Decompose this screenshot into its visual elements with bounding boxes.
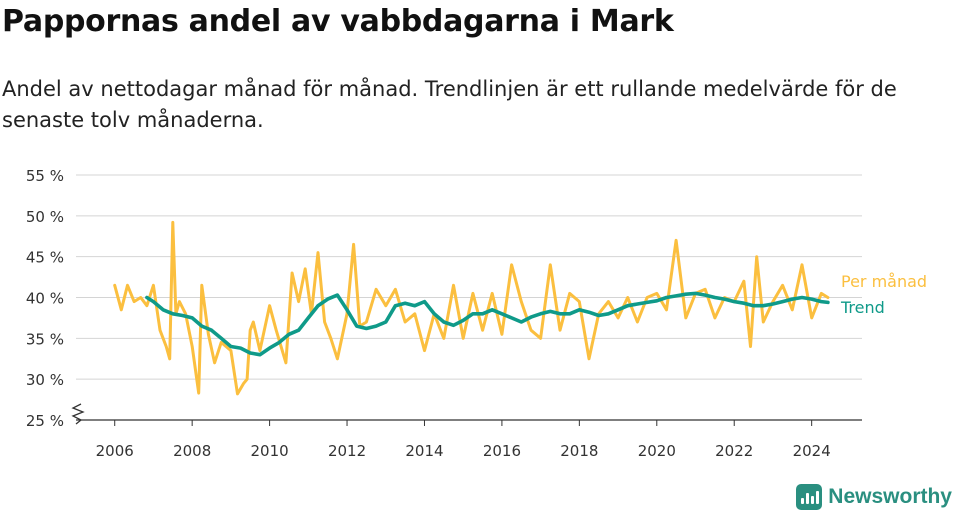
x-tick-label: 2020	[638, 442, 676, 460]
y-tick-label: 55 %	[26, 167, 64, 185]
brand-name: Newsworthy	[828, 485, 952, 508]
x-tick-label: 2018	[560, 442, 598, 460]
x-tick-label: 2014	[405, 442, 443, 460]
y-tick-label: 40 %	[26, 290, 64, 308]
y-tick-label: 50 %	[26, 208, 64, 226]
y-tick-label: 45 %	[26, 249, 64, 267]
y-axis-ticks: 25 % 30 % 35 % 40 % 45 % 50 % 55 %	[26, 167, 64, 430]
x-tick-label: 2008	[173, 442, 211, 460]
x-tick-label: 2016	[483, 442, 521, 460]
x-axis: 2006 2008 2010 2012 2014 2016 2018 2020 2022 2024	[71, 403, 862, 460]
series-line-trend	[145, 291, 830, 357]
series-line-monthly	[113, 220, 830, 396]
legend-label-trend: Trend	[840, 298, 885, 317]
series-lines	[113, 220, 830, 396]
legend-label-monthly: Per månad	[841, 272, 927, 291]
newsworthy-icon	[796, 484, 823, 510]
chart-subtitle: Andel av nettodagar månad för månad. Tre…	[2, 77, 897, 132]
series-labels: Per månad Trend	[840, 272, 927, 317]
y-tick-label: 35 %	[26, 330, 64, 348]
x-tick-label: 2010	[251, 442, 289, 460]
grid-lines	[76, 174, 862, 380]
brand-logo: Newsworthy	[796, 484, 952, 510]
chart-title: Pappornas andel av vabbdagarna i Mark	[2, 4, 674, 39]
axis-break-icon	[71, 403, 85, 425]
y-tick-label: 30 %	[26, 371, 64, 389]
y-tick-label: 25 %	[26, 412, 64, 430]
x-tick-label: 2022	[715, 442, 753, 460]
x-tick-label: 2006	[96, 442, 134, 460]
x-tick-label: 2024	[793, 442, 831, 460]
x-tick-label: 2012	[328, 442, 366, 460]
